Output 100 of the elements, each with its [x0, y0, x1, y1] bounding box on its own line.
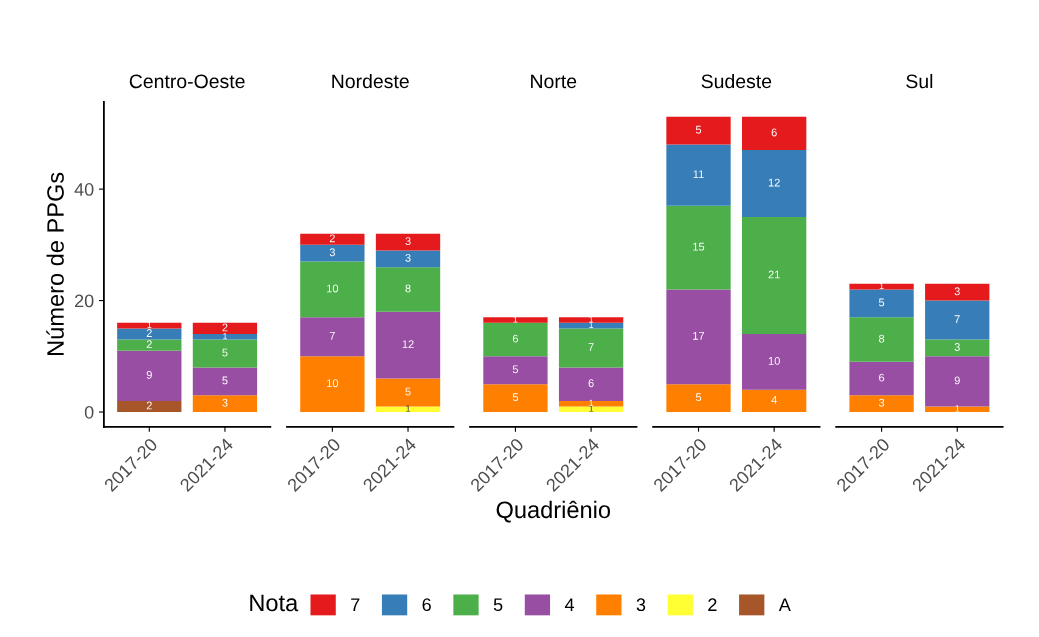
bar: [375, 406, 441, 413]
data-label: 3: [954, 343, 960, 351]
data-label: 9: [954, 376, 960, 385]
data-label: 12: [768, 178, 780, 187]
bar: [925, 300, 990, 340]
bar: [300, 233, 365, 245]
data-label: 6: [879, 373, 885, 382]
data-label: 3: [405, 253, 411, 262]
bar: [666, 144, 731, 206]
bar: [666, 116, 731, 145]
legend-label: 2: [708, 598, 717, 611]
y-tick-label: 20: [75, 294, 94, 308]
data-label: 12: [402, 340, 414, 349]
data-label: 2: [146, 329, 152, 337]
legend-label: 5: [493, 598, 503, 612]
data-label: 3: [878, 398, 885, 407]
data-label: 5: [878, 298, 885, 307]
data-label: 5: [695, 125, 702, 134]
bar: [558, 328, 624, 368]
y-axis-title: Número de PPGs: [46, 172, 64, 355]
bar: [558, 406, 624, 413]
data-label: 9: [146, 370, 152, 379]
y-tick-label: 0: [84, 405, 94, 419]
legend-label: 6: [422, 598, 431, 612]
data-label: 6: [771, 128, 777, 137]
bar: [375, 311, 441, 379]
bar: [742, 150, 807, 217]
bar: [742, 116, 807, 151]
data-label: 1: [147, 321, 152, 328]
bar: [483, 356, 548, 385]
data-label: 2: [329, 234, 335, 243]
legend-title: Nota: [250, 594, 299, 612]
bar: [375, 378, 441, 407]
bar: [558, 317, 624, 323]
bar: [925, 356, 990, 407]
bar: [375, 250, 441, 268]
data-label: 5: [222, 376, 228, 385]
data-label: 1: [589, 321, 594, 328]
data-label: 6: [588, 379, 594, 388]
bar: [117, 339, 182, 351]
bar: [117, 400, 182, 413]
data-label: 21: [768, 270, 780, 279]
bar: [300, 244, 365, 262]
data-label: 2: [146, 401, 152, 410]
data-label: 3: [329, 248, 335, 257]
data-label: 8: [405, 284, 411, 293]
bar: [300, 261, 365, 318]
bar: [192, 395, 258, 413]
bar: [925, 283, 990, 301]
bar: [192, 367, 258, 396]
data-label: 1: [589, 405, 594, 412]
data-label: 7: [329, 332, 335, 340]
bar: [483, 384, 548, 413]
data-label: 10: [327, 284, 339, 293]
legend-label: 3: [636, 598, 646, 612]
data-label: 2: [146, 340, 152, 349]
chart-title: Sul: [906, 73, 933, 89]
bar: [192, 339, 258, 368]
data-label: 4: [771, 396, 777, 404]
data-label: 5: [512, 393, 519, 402]
legend-label: A: [778, 598, 791, 611]
data-label: 1: [589, 399, 594, 406]
chart-title: Sudeste: [701, 73, 772, 89]
data-label: 15: [693, 242, 705, 251]
data-label: 7: [954, 315, 960, 323]
data-label: 5: [695, 393, 702, 402]
chart-title: Norte: [531, 74, 577, 89]
bar: [375, 267, 441, 312]
bar: [925, 406, 990, 413]
chart-title: Centro-Oeste: [129, 74, 245, 89]
data-label: 6: [512, 334, 519, 343]
data-label: 1: [879, 282, 884, 289]
data-label: 5: [222, 348, 228, 357]
data-label: 1: [406, 405, 411, 412]
data-label: 8: [878, 334, 885, 343]
bar: [117, 350, 182, 401]
bar: [849, 361, 914, 396]
x-axis-title: Quadriênio: [496, 500, 611, 523]
data-label: 11: [693, 170, 704, 179]
bar: [558, 367, 624, 401]
bar: [483, 322, 548, 357]
data-label: 3: [405, 237, 411, 246]
chart-title: Nordeste: [332, 73, 409, 89]
bar: [483, 317, 548, 323]
bar: [666, 205, 731, 290]
bar: [666, 384, 731, 413]
data-label: 10: [768, 356, 780, 365]
bar: [742, 334, 807, 390]
data-label: 1: [223, 332, 228, 340]
legend-label: 7: [351, 598, 360, 611]
bar: [925, 339, 990, 357]
bar: [375, 233, 441, 251]
bar: [742, 216, 807, 335]
bar: [849, 395, 914, 413]
y-tick-label: 40: [74, 183, 94, 196]
bar: [849, 289, 914, 318]
data-label: 10: [327, 379, 339, 388]
data-label: 5: [405, 387, 411, 396]
bar: [300, 356, 365, 413]
data-label: 3: [954, 287, 960, 296]
